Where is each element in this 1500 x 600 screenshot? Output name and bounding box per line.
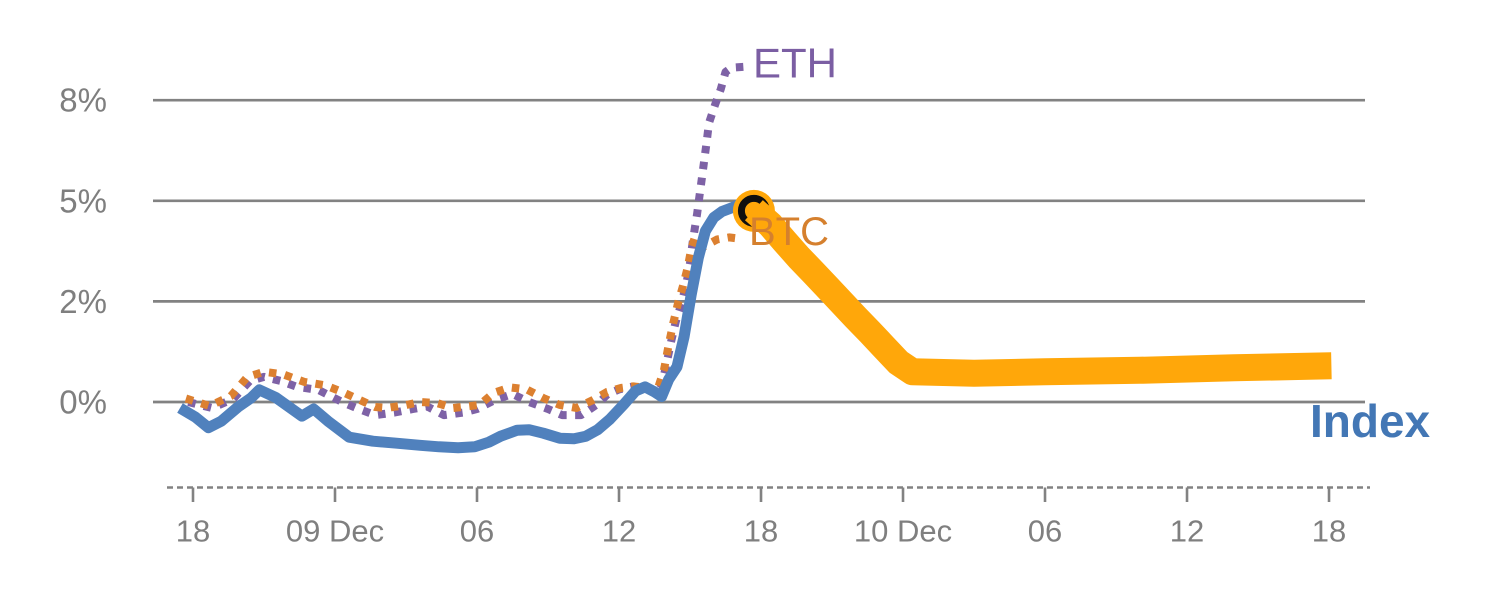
y-tick-label-2%: 2%: [59, 283, 107, 320]
btc-series-label: BTC: [749, 210, 829, 254]
y-tick-label-0%: 0%: [59, 384, 107, 421]
btc-line: [184, 233, 738, 412]
x-tick-label-4: 18: [744, 514, 778, 549]
x-tick-label-5: 10 Dec: [854, 514, 952, 549]
x-tick-label-7: 12: [1170, 514, 1204, 549]
x-tick-label-3: 12: [602, 514, 636, 549]
y-tick-label-5%: 5%: [59, 182, 107, 219]
index-line: [177, 198, 752, 454]
x-tick-label-1: 09 Dec: [286, 514, 384, 549]
eth-series-label: ETH: [753, 40, 837, 87]
y-tick-label-8%: 8%: [59, 82, 107, 119]
index-series-label: Index: [1310, 395, 1431, 447]
eth-line: [187, 62, 748, 420]
x-tick-label-6: 06: [1028, 514, 1062, 549]
x-tick-label-8: 18: [1312, 514, 1346, 549]
x-tick-label-2: 06: [460, 514, 494, 549]
index-highlight-line: [744, 200, 1332, 387]
x-tick-label-0: 18: [176, 514, 210, 549]
